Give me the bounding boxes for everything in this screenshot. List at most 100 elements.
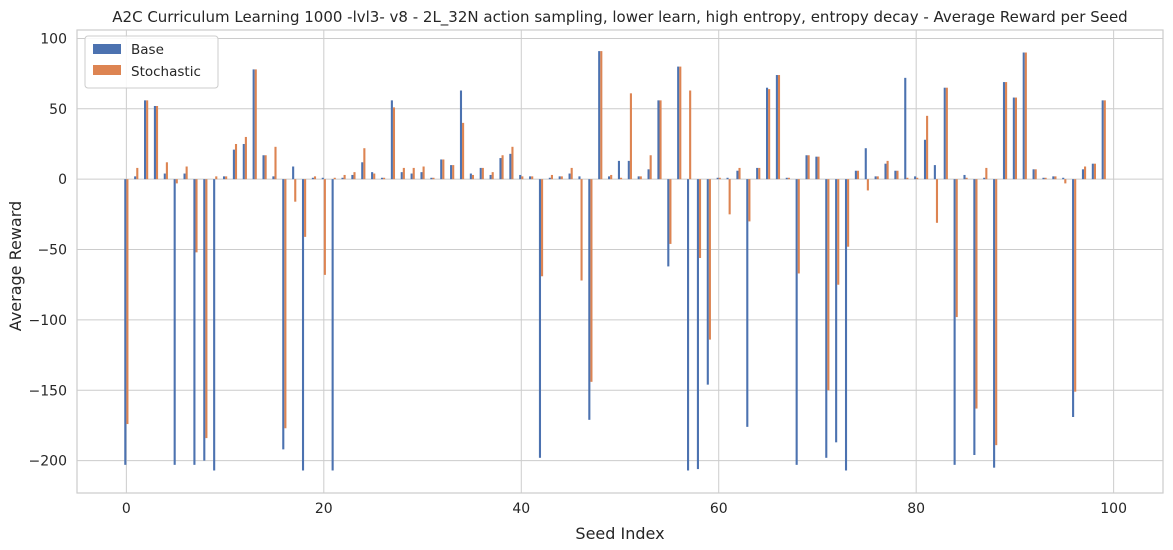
- bar-base-61: [726, 177, 729, 180]
- legend: Base Stochastic: [84, 35, 219, 89]
- bar-stochastic-49: [610, 174, 613, 180]
- bar-base-48: [598, 51, 601, 180]
- bar-stochastic-61: [728, 179, 731, 215]
- bar-stochastic-84: [955, 179, 958, 318]
- bar-base-28: [400, 172, 403, 180]
- bar-base-14: [262, 155, 265, 180]
- bar-base-58: [696, 179, 699, 470]
- y-tick-label: −200: [29, 454, 67, 470]
- x-tick-labels: 0 20 40 60 80 100: [122, 501, 1127, 517]
- bar-base-10: [222, 176, 226, 180]
- bar-stochastic-12: [244, 136, 247, 180]
- bar-base-79: [904, 77, 907, 180]
- bar-stochastic-47: [590, 179, 593, 382]
- bar-stochastic-63: [748, 179, 751, 222]
- bar-stochastic-40: [521, 176, 524, 180]
- bar-stochastic-37: [491, 172, 494, 180]
- bar-base-76: [874, 176, 877, 180]
- bar-stochastic-34: [462, 122, 465, 180]
- bar-base-27: [390, 100, 393, 180]
- bar-base-69: [805, 155, 808, 180]
- bar-base-66: [775, 75, 778, 180]
- bar-stochastic-53: [649, 155, 652, 180]
- bar-base-97: [1081, 169, 1085, 180]
- bar-stochastic-56: [679, 66, 682, 180]
- bar-stochastic-21: [333, 177, 336, 180]
- bar-stochastic-18: [304, 179, 307, 237]
- bars: [124, 51, 1106, 471]
- y-tick-label: 50: [49, 102, 67, 118]
- bar-stochastic-19: [313, 176, 317, 180]
- plot-frame: [76, 29, 1164, 494]
- bar-stochastic-29: [412, 167, 415, 180]
- bar-stochastic-97: [1084, 166, 1087, 180]
- bar-base-43: [548, 177, 551, 180]
- bar-base-18: [301, 179, 305, 471]
- bar-stochastic-75: [866, 179, 869, 191]
- bar-base-37: [489, 174, 492, 180]
- bar-base-56: [677, 66, 680, 180]
- bar-stochastic-78: [896, 170, 899, 180]
- bar-stochastic-74: [856, 170, 860, 180]
- bar-base-29: [410, 173, 413, 180]
- bar-base-38: [499, 158, 502, 180]
- y-tick-label: −150: [29, 383, 67, 399]
- bar-stochastic-62: [738, 167, 741, 180]
- bar-stochastic-6: [185, 166, 188, 180]
- bar-base-83: [943, 87, 946, 180]
- bar-base-19: [311, 177, 314, 180]
- bar-stochastic-72: [837, 179, 840, 285]
- bar-stochastic-0: [126, 179, 129, 425]
- bar-base-13: [252, 69, 255, 180]
- bar-stochastic-46: [580, 179, 583, 281]
- legend-label-base: Base: [131, 42, 164, 58]
- bar-base-9: [213, 179, 216, 471]
- bar-base-53: [647, 169, 650, 180]
- bar-stochastic-91: [1024, 52, 1027, 180]
- x-tick-label: 60: [710, 501, 728, 517]
- bar-stochastic-28: [402, 167, 405, 180]
- bar-stochastic-23: [353, 172, 356, 180]
- bar-stochastic-81: [926, 115, 929, 180]
- y-tick-labels: −200 −150 −100 −50 0 50 100: [29, 31, 67, 469]
- bar-stochastic-45: [570, 167, 573, 180]
- bar-stochastic-77: [886, 160, 889, 180]
- bar-stochastic-31: [432, 177, 435, 180]
- bar-base-77: [884, 163, 887, 180]
- bar-stochastic-69: [807, 155, 810, 180]
- bar-stochastic-76: [876, 176, 879, 180]
- bar-base-41: [529, 176, 532, 180]
- bar-base-74: [854, 170, 857, 180]
- y-tick-label: −50: [37, 243, 67, 259]
- bar-base-94: [1052, 176, 1055, 180]
- y-tick-label: 100: [40, 31, 67, 47]
- bar-stochastic-3: [155, 105, 159, 180]
- bar-base-46: [578, 176, 581, 180]
- bar-stochastic-65: [768, 89, 771, 180]
- bar-base-20: [321, 177, 324, 180]
- bar-stochastic-24: [363, 148, 366, 180]
- bar-stochastic-55: [669, 179, 672, 244]
- y-axis-label: Average Reward: [6, 201, 25, 331]
- bar-base-45: [568, 173, 571, 180]
- y-tick-label: 0: [58, 172, 67, 188]
- bar-stochastic-85: [965, 177, 968, 180]
- bar-base-5: [173, 179, 176, 465]
- bar-stochastic-22: [343, 174, 346, 180]
- bar-stochastic-82: [935, 179, 939, 223]
- x-axis-label: Seed Index: [575, 524, 664, 543]
- bar-base-96: [1072, 179, 1075, 417]
- bar-base-49: [608, 176, 611, 180]
- bar-stochastic-52: [639, 176, 642, 180]
- bar-stochastic-5: [175, 179, 178, 184]
- bar-stochastic-48: [600, 51, 603, 180]
- x-tick-label: 40: [512, 501, 530, 517]
- bar-stochastic-1: [136, 167, 139, 180]
- bar-base-71: [825, 179, 828, 458]
- bar-base-42: [538, 179, 542, 458]
- bar-base-16: [282, 179, 285, 450]
- y-tick-label: −100: [29, 313, 67, 329]
- x-tick-label: 100: [1100, 501, 1127, 517]
- bar-base-24: [361, 162, 364, 180]
- bar-stochastic-42: [541, 179, 544, 277]
